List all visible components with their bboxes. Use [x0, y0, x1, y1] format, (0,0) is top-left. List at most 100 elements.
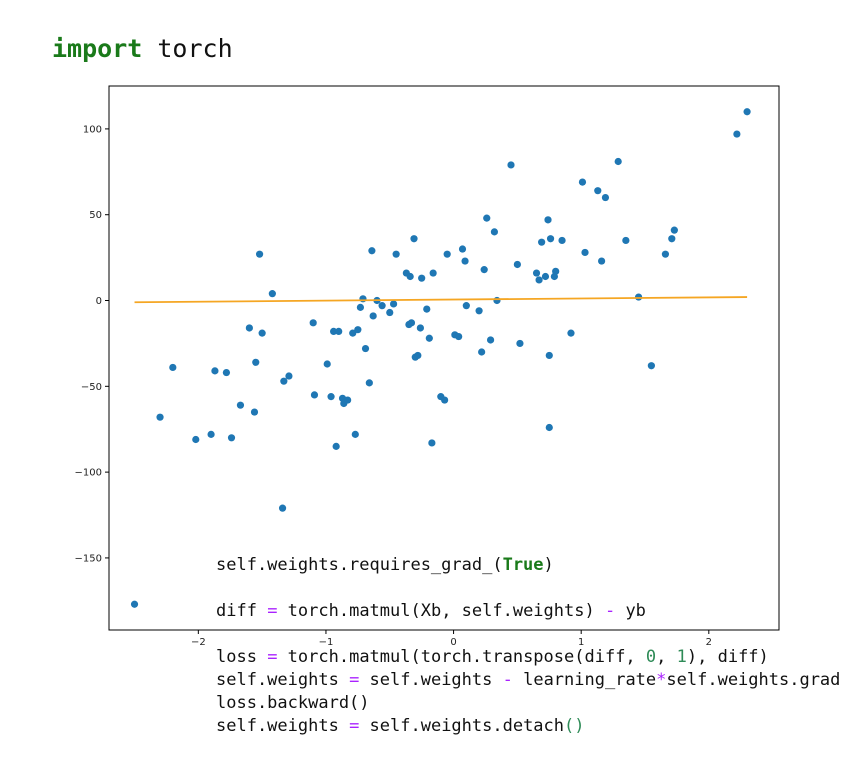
- data-point: [668, 235, 676, 243]
- code-line-detach: self.weights = self.weights.detach(): [216, 716, 585, 736]
- data-point: [458, 245, 467, 253]
- x-tick-label: −2: [191, 637, 206, 648]
- data-point: [351, 430, 359, 438]
- module-name: torch: [142, 34, 233, 63]
- data-point: [614, 157, 622, 166]
- data-point: [578, 178, 587, 186]
- x-tick-label: 1: [578, 637, 584, 648]
- code-block-gradient: self.weights.requires_grad_(True) diff =…: [216, 531, 769, 738]
- data-point: [598, 257, 606, 265]
- data-point: [335, 327, 343, 336]
- data-point: [369, 312, 377, 320]
- data-point: [541, 272, 550, 281]
- data-point: [285, 372, 293, 380]
- data-point: [310, 391, 319, 399]
- data-point: [327, 393, 335, 401]
- data-point: [428, 439, 436, 447]
- data-point: [594, 187, 602, 195]
- data-point: [425, 334, 433, 342]
- data-point: [622, 236, 630, 245]
- data-point: [192, 435, 200, 444]
- y-tick-label: −100: [75, 468, 102, 479]
- data-point: [356, 303, 365, 311]
- scatter-plot: −150 −100 −50 0 50 100 −2 −1 0 1 2: [75, 85, 780, 648]
- y-tick-label: 0: [96, 296, 102, 307]
- data-point: [406, 272, 414, 281]
- data-point: [349, 329, 357, 337]
- data-point: [429, 269, 437, 277]
- data-point: [268, 290, 276, 298]
- data-point: [493, 296, 501, 305]
- data-point: [361, 344, 370, 353]
- data-point: [423, 305, 431, 313]
- x-tick-label: −1: [319, 637, 334, 648]
- data-point: [552, 267, 560, 275]
- data-point: [545, 423, 553, 432]
- y-tick-label: 100: [83, 124, 102, 135]
- code-line-loss: loss = torch.matmul(torch.transpose(diff…: [216, 647, 769, 667]
- data-point: [455, 332, 463, 341]
- data-point: [647, 362, 655, 370]
- data-point: [733, 130, 741, 138]
- code-block-update: self.weights = self.weights - learning_r…: [216, 646, 840, 761]
- data-point: [480, 266, 488, 274]
- data-point: [567, 329, 575, 337]
- data-point: [416, 324, 424, 332]
- data-point: [386, 308, 394, 317]
- data-point: [743, 108, 751, 116]
- y-axis: −150 −100 −50 0 50 100: [75, 124, 109, 564]
- data-point: [280, 377, 288, 385]
- data-point: [516, 339, 524, 348]
- y-tick-label: −50: [81, 382, 102, 393]
- x-tick-label: 2: [706, 637, 712, 648]
- data-point: [365, 379, 373, 387]
- code-line-requires-grad: self.weights.requires_grad_(True): [216, 555, 554, 575]
- data-point: [407, 319, 416, 327]
- data-point: [359, 295, 367, 303]
- x-axis: −2 −1 0 1 2: [191, 630, 712, 648]
- data-point: [544, 216, 552, 224]
- import-keyword: import: [52, 34, 143, 63]
- data-point: [156, 413, 164, 421]
- plot-frame: [108, 85, 780, 631]
- data-point: [535, 276, 543, 284]
- data-point: [368, 247, 376, 255]
- data-point: [207, 430, 215, 438]
- code-line-weight-update: self.weights = self.weights - learning_r…: [216, 670, 841, 690]
- data-point: [354, 326, 362, 334]
- data-point: [332, 442, 340, 450]
- data-point: [545, 351, 553, 360]
- data-point: [236, 401, 245, 409]
- data-point: [670, 226, 678, 234]
- data-point: [330, 327, 338, 336]
- data-point: [483, 214, 491, 222]
- data-point: [255, 250, 264, 258]
- data-point: [389, 300, 398, 308]
- data-point: [478, 348, 486, 356]
- data-point: [227, 434, 236, 442]
- data-point: [392, 250, 400, 258]
- data-point: [490, 228, 499, 236]
- data-point: [532, 269, 541, 277]
- data-point: [309, 319, 317, 327]
- data-point: [278, 504, 287, 512]
- data-point: [130, 600, 139, 608]
- data-point: [461, 257, 469, 265]
- data-point: [581, 248, 589, 257]
- data-point: [222, 368, 231, 377]
- data-point: [601, 193, 610, 202]
- data-point: [414, 351, 422, 360]
- data-point: [418, 274, 426, 282]
- data-point: [252, 358, 260, 366]
- data-point: [211, 367, 219, 375]
- data-point: [513, 260, 521, 269]
- fit-line: [134, 296, 748, 304]
- data-point: [661, 250, 670, 258]
- y-tick-label: 50: [89, 210, 102, 221]
- data-point: [443, 250, 451, 258]
- data-point: [507, 161, 515, 169]
- code-line-diff: diff = torch.matmul(Xb, self.weights) - …: [216, 601, 646, 621]
- data-point: [441, 396, 449, 404]
- code-line-backward: loss.backward(): [216, 693, 370, 713]
- data-point: [475, 307, 483, 315]
